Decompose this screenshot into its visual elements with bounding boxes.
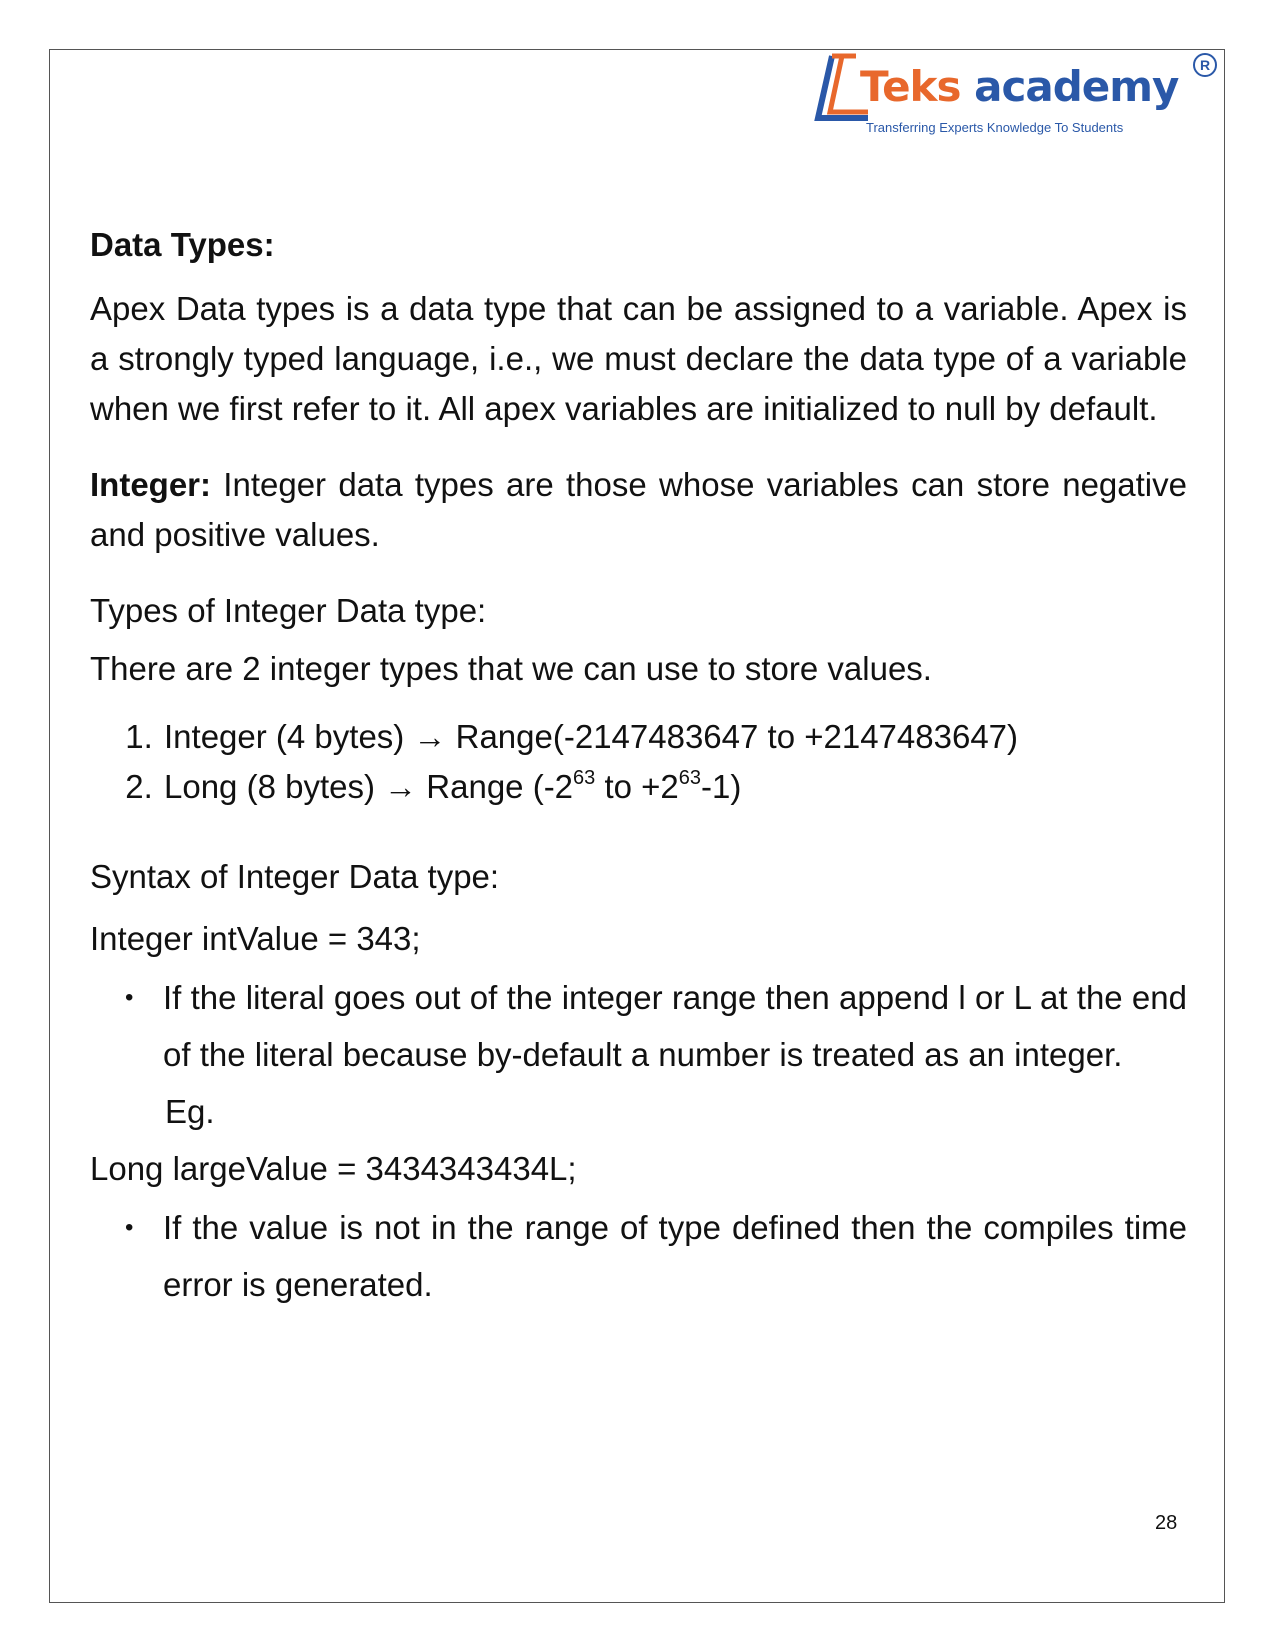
notes-list-1: • If the literal goes out of the integer …: [90, 969, 1187, 1083]
long-range-suffix: -1): [701, 768, 742, 805]
registered-mark-icon: R: [1193, 53, 1217, 77]
integer-label: Integer:: [90, 466, 212, 503]
long-range-prefix: Long (8 bytes) → Range (-2: [164, 768, 574, 805]
note-text: If the literal goes out of the integer r…: [163, 979, 1187, 1073]
long-range-mid: to +2: [595, 768, 679, 805]
syntax-heading: Syntax of Integer Data type:: [90, 858, 500, 895]
code-long-example: Long largeValue = 3434343434L;: [90, 1150, 577, 1187]
integer-paragraph: Integer: Integer data types are those wh…: [90, 460, 1187, 560]
section-heading: Data Types:: [90, 226, 275, 263]
exponent: 63: [678, 767, 702, 789]
list-item: • If the literal goes out of the integer …: [125, 969, 1187, 1083]
bullet-icon: •: [125, 1214, 134, 1241]
teks-academy-logo: Teks academy R Transferring Experts Know…: [810, 52, 1230, 142]
list-item-long: Long (8 bytes) → Range (-263 to +263-1): [162, 762, 1187, 812]
notes-list-2: • If the value is not in the range of typ…: [90, 1199, 1187, 1313]
types-intro: There are 2 integer types that we can us…: [90, 650, 932, 687]
list-item-integer: Integer (4 bytes) → Range(-2147483647 to…: [162, 712, 1187, 762]
note-text: If the value is not in the range of type…: [163, 1209, 1187, 1303]
logo-bracket-icon: [814, 53, 868, 121]
page-frame: [49, 49, 1225, 1603]
integer-description: Integer data types are those whose varia…: [90, 466, 1187, 553]
bullet-icon: •: [125, 984, 134, 1011]
intro-paragraph: Apex Data types is a data type that can …: [90, 290, 1187, 427]
logo-wordmark: Teks academy: [860, 66, 1179, 108]
types-heading: Types of Integer Data type:: [90, 592, 487, 629]
logo-word-teks: Teks: [860, 62, 961, 111]
document-body: Data Types: Apex Data types is a data ty…: [90, 220, 1187, 1313]
code-integer-example: Integer intValue = 343;: [90, 920, 421, 957]
logo-word-academy: academy: [960, 62, 1179, 111]
exponent: 63: [573, 767, 596, 789]
page-number: 28: [1155, 1512, 1178, 1534]
logo-tagline: Transferring Experts Knowledge To Studen…: [866, 120, 1124, 135]
example-label: Eg.: [165, 1093, 215, 1130]
integer-types-list: Integer (4 bytes) → Range(-2147483647 to…: [90, 712, 1187, 812]
list-item: • If the value is not in the range of typ…: [125, 1199, 1187, 1313]
